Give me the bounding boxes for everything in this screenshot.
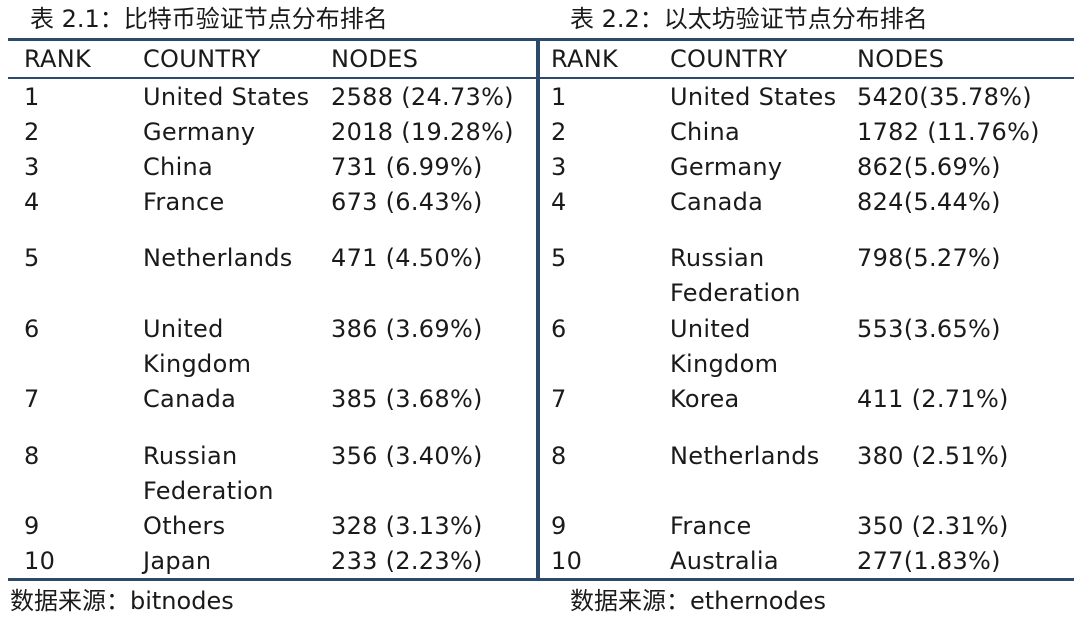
bitcoin-rank-9: 9: [24, 512, 40, 540]
bitcoin-country-6: United Kingdom: [143, 315, 252, 378]
ethereum-nodes-5: 798(5.27%): [857, 244, 1001, 272]
bitcoin-rank-10: 10: [24, 547, 56, 575]
ethereum-rank-5: 5: [551, 244, 567, 272]
bitcoin-rank-6: 6: [24, 315, 40, 343]
bitcoin-nodes-9: 328 (3.13%): [331, 512, 483, 540]
ethereum-nodes-4: 824(5.44%): [857, 188, 1001, 216]
bitcoin-rank-8: 8: [24, 442, 40, 470]
ethereum-nodes-1: 5420(35.78%): [857, 83, 1032, 111]
table-bottom-rule: [8, 578, 1074, 581]
bitcoin-nodes-5: 471 (4.50%): [331, 244, 483, 272]
bitcoin-rank-3: 3: [24, 153, 40, 181]
ethereum-rank-4: 4: [551, 188, 567, 216]
ethereum-nodes-6: 553(3.65%): [857, 315, 1001, 343]
ethereum-rank-3: 3: [551, 153, 567, 181]
bitcoin-nodes-7: 385 (3.68%): [331, 385, 483, 413]
bitcoin-rank-2: 2: [24, 118, 40, 146]
bitcoin-country-7: Canada: [143, 385, 237, 413]
table-top-rule: [8, 38, 1074, 41]
ethereum-header-rank: RANK: [551, 45, 619, 73]
ethereum-nodes-9: 350 (2.31%): [857, 512, 1009, 540]
bitcoin-country-3: China: [143, 153, 214, 181]
ethereum-country-9: France: [670, 512, 752, 540]
bitcoin-country-2: Germany: [143, 118, 256, 146]
ethereum-country-8: Netherlands: [670, 442, 820, 470]
ethereum-nodes-3: 862(5.69%): [857, 153, 1001, 181]
ethereum-country-5: Russian Federation: [670, 244, 801, 307]
bitcoin-country-10: Japan: [143, 547, 212, 575]
ethereum-country-4: Canada: [670, 188, 764, 216]
header-bottom-rule: [8, 77, 1074, 79]
ethereum-nodes-8: 380 (2.51%): [857, 442, 1009, 470]
bitcoin-rank-4: 4: [24, 188, 40, 216]
bitcoin-nodes-1: 2588 (24.73%): [331, 83, 514, 111]
bitcoin-country-4: France: [143, 188, 225, 216]
bitcoin-country-1: United States: [143, 83, 310, 111]
bitcoin-rank-7: 7: [24, 385, 40, 413]
ethereum-country-6: United Kingdom: [670, 315, 779, 378]
ethereum-country-7: Korea: [670, 385, 740, 413]
bitcoin-header-country: COUNTRY: [143, 45, 261, 73]
ethereum-nodes-10: 277(1.83%): [857, 547, 1001, 575]
bitcoin-header-rank: RANK: [24, 45, 92, 73]
bitcoin-nodes-10: 233 (2.23%): [331, 547, 483, 575]
table-divider: [536, 38, 540, 581]
ethereum-nodes-7: 411 (2.71%): [857, 385, 1009, 413]
bitcoin-nodes-3: 731 (6.99%): [331, 153, 483, 181]
ethereum-rank-8: 8: [551, 442, 567, 470]
bitcoin-rank-1: 1: [24, 83, 40, 111]
bitcoin-data-source: 数据来源：bitnodes: [10, 587, 234, 615]
bitcoin-nodes-2: 2018 (19.28%): [331, 118, 514, 146]
bitcoin-nodes-8: 356 (3.40%): [331, 442, 483, 470]
ethereum-nodes-2: 1782 (11.76%): [857, 118, 1040, 146]
bitcoin-table-title: 表 2.1：比特币验证节点分布排名: [30, 5, 388, 33]
bitcoin-nodes-4: 673 (6.43%): [331, 188, 483, 216]
ethereum-header-nodes: NODES: [857, 45, 945, 73]
bitcoin-country-5: Netherlands: [143, 244, 293, 272]
bitcoin-country-9: Others: [143, 512, 226, 540]
ethereum-rank-2: 2: [551, 118, 567, 146]
ethereum-country-1: United States: [670, 83, 837, 111]
ethereum-header-country: COUNTRY: [670, 45, 788, 73]
ethereum-rank-6: 6: [551, 315, 567, 343]
ethereum-country-10: Australia: [670, 547, 779, 575]
bitcoin-country-8: Russian Federation: [143, 442, 274, 505]
ethereum-country-2: China: [670, 118, 741, 146]
bitcoin-header-nodes: NODES: [331, 45, 419, 73]
ethereum-country-3: Germany: [670, 153, 783, 181]
ethereum-data-source: 数据来源：ethernodes: [570, 587, 826, 615]
ethereum-rank-10: 10: [551, 547, 583, 575]
bitcoin-nodes-6: 386 (3.69%): [331, 315, 483, 343]
ethereum-rank-9: 9: [551, 512, 567, 540]
bitcoin-rank-5: 5: [24, 244, 40, 272]
ethereum-rank-1: 1: [551, 83, 567, 111]
ethereum-table-title: 表 2.2：以太坊验证节点分布排名: [570, 5, 928, 33]
ethereum-rank-7: 7: [551, 385, 567, 413]
